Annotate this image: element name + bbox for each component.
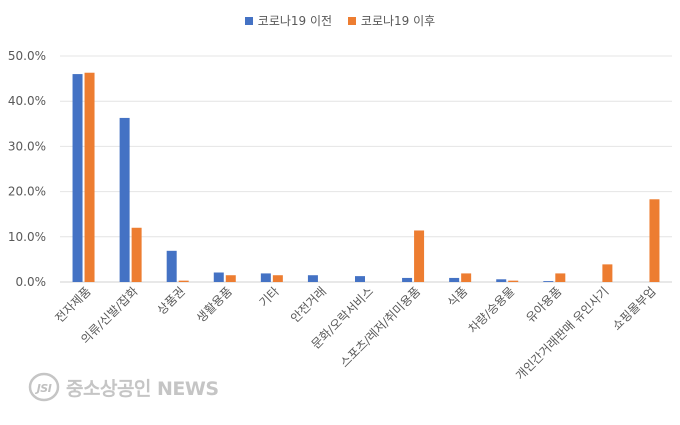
bar-after xyxy=(508,280,519,282)
bar-after xyxy=(131,227,142,282)
y-tick-label: 10.0% xyxy=(8,230,46,244)
bar-after xyxy=(84,72,95,282)
bar-before xyxy=(260,273,271,282)
y-tick-label: 40.0% xyxy=(8,94,46,108)
bar-after xyxy=(555,273,566,282)
svg-text:JSI: JSI xyxy=(35,382,52,395)
bar-after xyxy=(414,230,425,282)
x-tick-label: 쇼핑몰부업 xyxy=(610,284,659,333)
watermark: JSI 중소상공인 NEWS xyxy=(28,372,219,402)
x-tick-label: 생활용품 xyxy=(194,284,235,325)
x-tick-label: 개인간거래판매 유인사기 xyxy=(513,284,611,382)
y-tick-label: 30.0% xyxy=(8,139,46,153)
bar-after xyxy=(602,264,613,282)
bar-after xyxy=(225,275,236,282)
x-tick-label: 안전거래 xyxy=(288,284,329,325)
watermark-logo-icon: JSI xyxy=(28,372,60,402)
chart-legend: 코로나19 이전 코로나19 이후 xyxy=(0,12,680,29)
bar-before xyxy=(496,279,507,282)
x-tick-label: 식품 xyxy=(445,284,471,310)
bar-after xyxy=(272,275,283,282)
legend-item-after: 코로나19 이후 xyxy=(347,12,436,29)
legend-item-before: 코로나19 이전 xyxy=(244,12,333,29)
y-tick-label: 50.0% xyxy=(8,49,46,63)
bar-before xyxy=(543,281,554,282)
y-tick-label: 0.0% xyxy=(16,275,47,289)
x-tick-label: 차량/승용물 xyxy=(466,284,518,336)
watermark-text: 중소상공인 NEWS xyxy=(66,377,219,400)
x-tick-label: 스포츠/레저/취미용품 xyxy=(337,284,423,370)
bar-after xyxy=(649,199,660,282)
bar-after xyxy=(461,273,472,282)
bar-before xyxy=(355,276,365,282)
bar-before xyxy=(166,250,177,282)
x-tick-label: 상품권 xyxy=(154,284,187,317)
y-tick-label: 20.0% xyxy=(8,185,46,199)
bar-before xyxy=(449,277,460,282)
x-tick-label: 전자제품 xyxy=(53,284,94,325)
legend-swatch-before xyxy=(244,16,253,25)
legend-swatch-after xyxy=(347,16,356,25)
bar-before xyxy=(72,74,83,282)
bar-before xyxy=(307,275,318,282)
bar-before xyxy=(119,117,130,282)
bar-after xyxy=(178,280,189,282)
x-tick-label: 기타 xyxy=(256,284,282,310)
x-tick-label: 유아용품 xyxy=(523,284,564,325)
bar-before xyxy=(213,272,224,282)
legend-label-after: 코로나19 이후 xyxy=(360,14,436,28)
bar-before xyxy=(402,277,413,282)
legend-label-before: 코로나19 이전 xyxy=(257,14,333,28)
